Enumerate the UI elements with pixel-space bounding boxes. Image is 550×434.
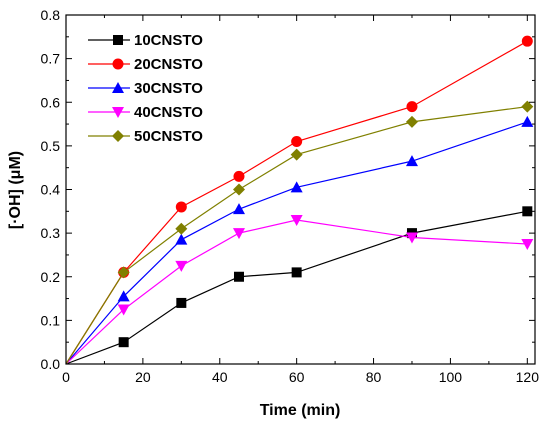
x-axis-title: Time (min) xyxy=(260,402,341,419)
data-point xyxy=(521,115,534,127)
series-30CNSTO xyxy=(65,115,534,365)
data-point xyxy=(290,181,303,193)
data-point xyxy=(405,232,418,244)
data-point xyxy=(291,267,302,278)
y-tick-label: 0.4 xyxy=(41,182,61,198)
y-tick-label: 0.7 xyxy=(41,51,61,67)
data-point xyxy=(290,148,303,161)
x-tick-label: 100 xyxy=(439,369,463,385)
data-point xyxy=(521,100,534,113)
legend-label: 40CNSTO xyxy=(134,104,203,121)
legend-item: 10CNSTO xyxy=(88,32,203,49)
legend: 10CNSTO 20CNSTO 30CNSTO 40CNSTO 50CNSTO xyxy=(88,32,203,145)
data-point xyxy=(118,337,129,348)
legend-label: 20CNSTO xyxy=(134,56,203,73)
legend-item: 30CNSTO xyxy=(88,80,203,97)
y-tick-label: 0.3 xyxy=(41,225,61,241)
data-point xyxy=(233,170,245,182)
data-point xyxy=(175,201,187,213)
legend-item: 50CNSTO xyxy=(88,128,203,145)
y-tick-label: 0.8 xyxy=(41,7,61,23)
legend-marker xyxy=(112,58,124,70)
legend-marker xyxy=(113,35,123,45)
data-point xyxy=(176,297,187,308)
y-tick-label: 0.1 xyxy=(41,312,61,328)
legend-marker xyxy=(112,130,124,142)
data-point xyxy=(175,222,188,235)
x-tick-label: 80 xyxy=(366,369,382,385)
data-point xyxy=(522,206,533,217)
x-tick-label: 20 xyxy=(135,369,151,385)
legend-item: 40CNSTO xyxy=(88,104,203,121)
data-point xyxy=(232,228,245,240)
data-point xyxy=(117,266,130,279)
data-point xyxy=(232,203,245,215)
x-tick-label: 0 xyxy=(62,369,70,385)
data-point xyxy=(117,290,130,302)
legend-label: 50CNSTO xyxy=(134,128,203,145)
y-tick-label: 0.6 xyxy=(41,94,61,110)
data-point xyxy=(175,260,188,272)
data-point xyxy=(521,35,533,47)
data-point xyxy=(406,101,418,113)
series-line xyxy=(65,210,528,365)
data-point xyxy=(117,304,130,316)
data-point xyxy=(233,271,244,282)
x-tick-label: 60 xyxy=(289,369,305,385)
legend-marker xyxy=(112,82,124,93)
legend-item: 20CNSTO xyxy=(88,56,203,73)
series-line xyxy=(65,219,528,365)
data-point xyxy=(232,183,245,196)
data-point xyxy=(405,155,418,167)
x-tick-label: 120 xyxy=(516,369,540,385)
data-point xyxy=(521,239,534,251)
data-point xyxy=(405,115,418,128)
y-tick-label: 0.0 xyxy=(41,356,61,372)
x-tick-label: 40 xyxy=(212,369,228,385)
legend-label: 30CNSTO xyxy=(134,80,203,97)
legend-label: 10CNSTO xyxy=(134,32,203,49)
data-point xyxy=(290,215,303,227)
y-axis-title: [·OH] (μM) xyxy=(7,151,24,229)
data-point xyxy=(291,136,303,148)
y-tick-label: 0.2 xyxy=(41,269,61,285)
series-50CNSTO xyxy=(65,100,534,365)
series-40CNSTO xyxy=(65,215,534,365)
data-point xyxy=(175,233,188,245)
y-tick-label: 0.5 xyxy=(41,138,61,154)
legend-marker xyxy=(112,107,124,118)
series-10CNSTO xyxy=(65,206,533,365)
